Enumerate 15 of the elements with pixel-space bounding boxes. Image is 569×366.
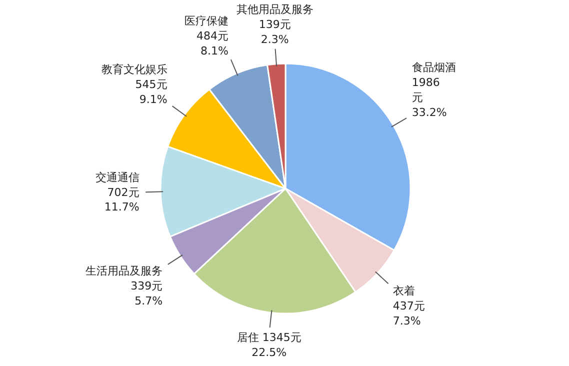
- slice-label: 生活用品及服务: [86, 264, 163, 278]
- data-label: 139元 2.3%: [258, 18, 291, 46]
- slice-label: 交通通信: [95, 170, 140, 184]
- data-label: 545元 9.1%: [135, 78, 168, 106]
- slice-label: 居住 1345元 22.5%: [236, 330, 302, 359]
- slice-label: 医疗保健: [184, 14, 228, 28]
- data-label: 339元 5.7%: [130, 279, 163, 308]
- data-label: 437元 7.3%: [392, 299, 425, 328]
- slice-label: 教育文化娱乐: [101, 62, 168, 76]
- data-label: 702元 11.7%: [104, 186, 140, 214]
- data-label: 484元 8.1%: [196, 29, 228, 58]
- slice-label: 食品烟酒: [412, 61, 456, 74]
- data-label: 1986 元 33.2%: [412, 76, 447, 119]
- slice-label: 其他用品及服务: [236, 3, 314, 16]
- slice-label: 衣着: [392, 284, 415, 298]
